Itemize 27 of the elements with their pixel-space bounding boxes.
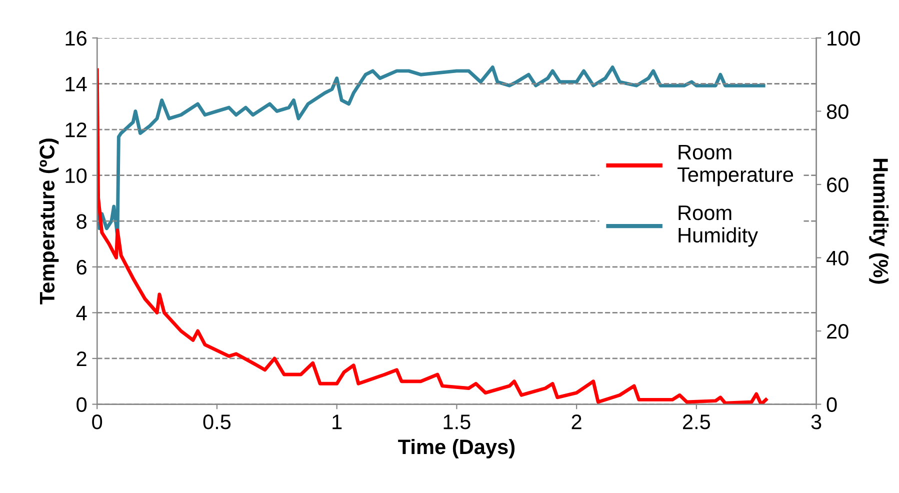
x-tick-label: 3	[811, 414, 822, 430]
y-tick-label: 0	[76, 397, 87, 412]
y2-tick-label: 100	[828, 30, 860, 46]
y-tick-label: 6	[76, 260, 86, 275]
x-tick-label: 2	[572, 414, 582, 430]
y2-tick-label: 20	[827, 324, 848, 339]
y2-tick-label: 60	[827, 177, 848, 192]
x-axis-title: Time (Days)	[398, 438, 515, 458]
x-tick-label: 1.5	[444, 414, 470, 430]
y-tick-label: 12	[66, 122, 86, 138]
y2-tick-label: 40	[826, 250, 848, 266]
y-axis-title: Temperature (ºC)	[39, 138, 59, 304]
y2-tick-label: 0	[826, 397, 837, 412]
y2-axis-title: Humidity (%)	[869, 158, 889, 284]
y-tick-label: 10	[66, 168, 87, 184]
y-tick-label: 8	[76, 214, 86, 229]
y2-tick-label: 80	[826, 104, 848, 119]
x-tick-label: 0.5	[203, 414, 231, 430]
legend-label: Room Humidity	[678, 206, 758, 247]
y-tick-label: 14	[66, 76, 87, 92]
x-tick-label: 1	[332, 414, 342, 430]
x-tick-label: 2.5	[682, 414, 710, 430]
y-tick-label: 2	[76, 351, 86, 366]
legend-label: Room Temperature	[677, 145, 794, 186]
x-tick-label: 0	[92, 414, 102, 430]
y-tick-label: 16	[66, 30, 86, 46]
y-tick-label: 4	[76, 306, 87, 320]
